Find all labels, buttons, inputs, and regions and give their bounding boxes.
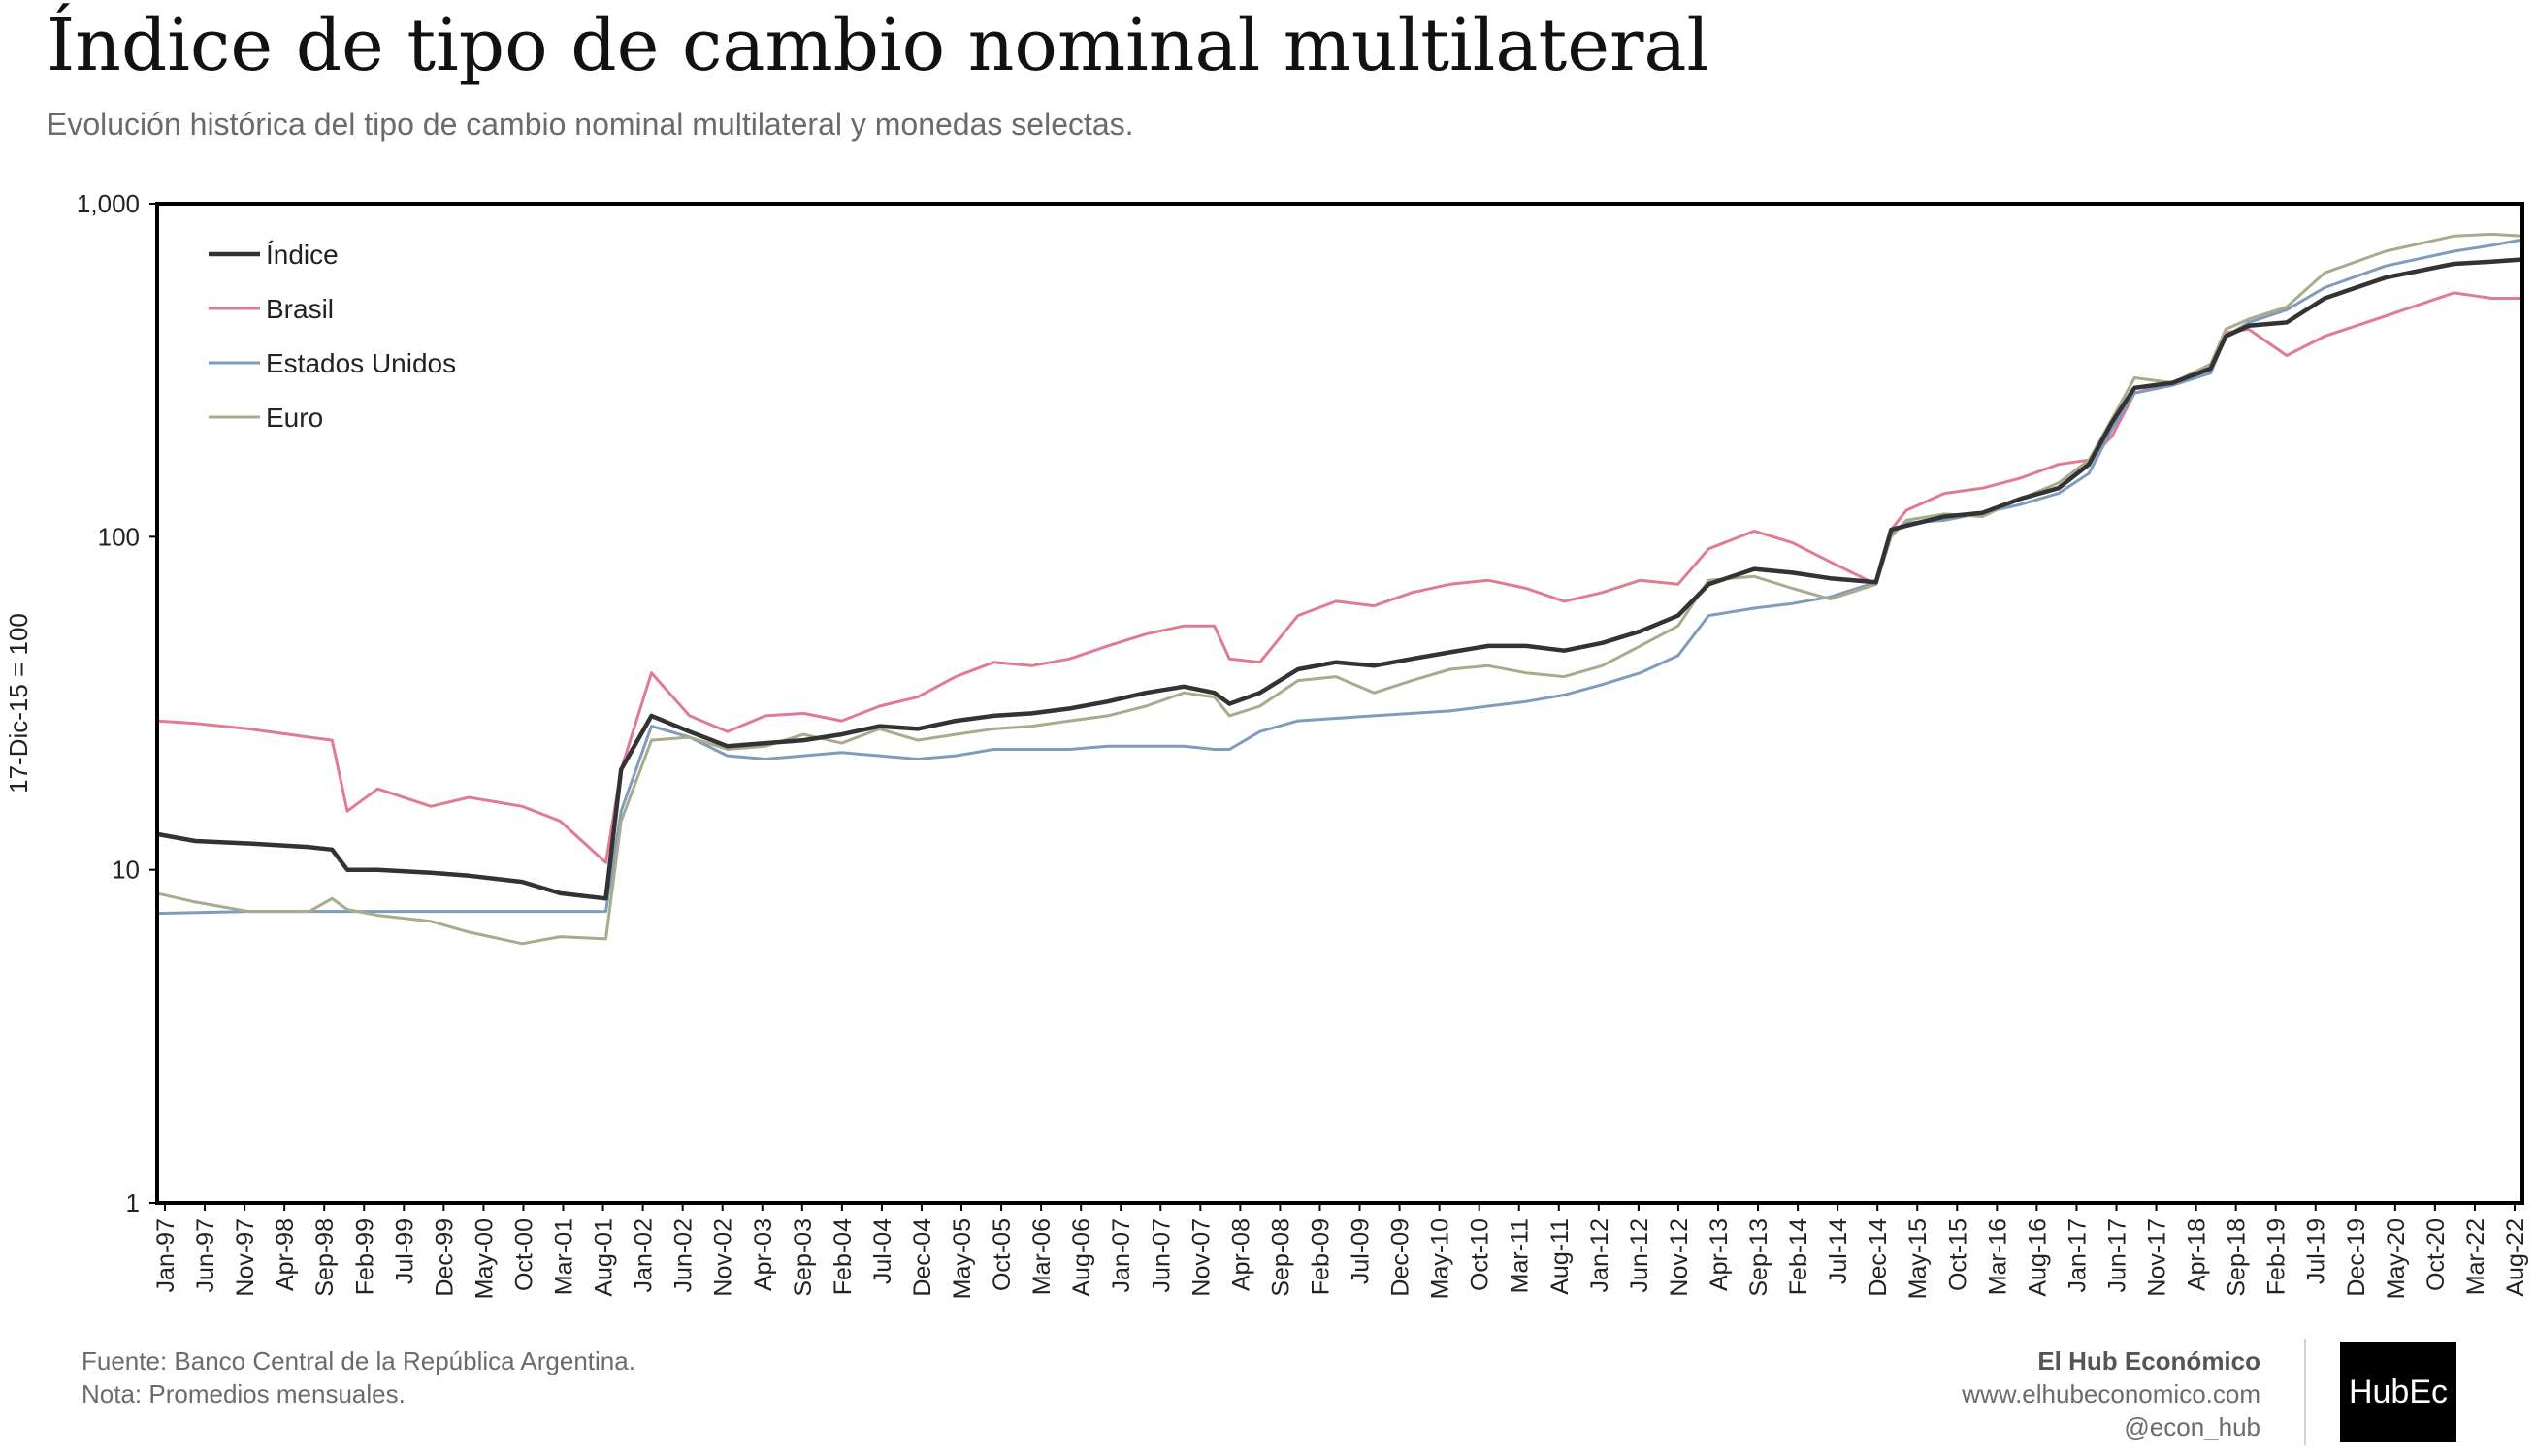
social-handle[interactable]: @econ_hub bbox=[2124, 1412, 2260, 1441]
x-tick-label: Oct-00 bbox=[511, 1218, 538, 1291]
x-tick-label: Sep-13 bbox=[1745, 1218, 1772, 1297]
x-tick-label: Feb-04 bbox=[829, 1218, 857, 1295]
x-axis: Jan-97 Jun-97 Nov-97 Apr-98 Sep-98 Feb-99 Jul-… bbox=[152, 1203, 2529, 1299]
x-tick-label: Feb-99 bbox=[351, 1218, 378, 1295]
x-tick-label: Aug-11 bbox=[1546, 1218, 1574, 1295]
footer-divider bbox=[2304, 1339, 2306, 1445]
x-tick-label: Mar-22 bbox=[2462, 1218, 2489, 1295]
x-tick-label: Dec-14 bbox=[1865, 1218, 1892, 1297]
series-layer bbox=[156, 232, 2523, 946]
x-tick-label: Mar-11 bbox=[1507, 1218, 1534, 1293]
method-note: Nota: Promedios mensuales. bbox=[81, 1379, 406, 1408]
x-tick-label: Jan-07 bbox=[1108, 1218, 1135, 1292]
series-line-brasil bbox=[156, 291, 2522, 864]
series-line-eeuu bbox=[156, 238, 2523, 916]
legend-label-eeuu: Estados Unidos bbox=[266, 348, 456, 378]
x-tick-label: Jun-07 bbox=[1148, 1218, 1175, 1292]
hubec-logo: HubEc bbox=[2340, 1342, 2456, 1442]
x-tick-label: Jul-19 bbox=[2303, 1218, 2330, 1284]
x-tick-label: Mar-16 bbox=[1984, 1218, 2011, 1295]
x-tick-label: May-20 bbox=[2383, 1218, 2410, 1299]
page-subtitle: Evolución histórica del tipo de cambio n… bbox=[47, 107, 1134, 142]
y-axis: 1 10 100 1,000 bbox=[77, 189, 157, 1217]
x-tick-label: Jan-12 bbox=[1586, 1218, 1613, 1292]
x-tick-label: Apr-03 bbox=[750, 1218, 777, 1291]
x-tick-label: May-05 bbox=[949, 1218, 976, 1299]
x-tick-label: Jan-17 bbox=[2064, 1218, 2091, 1292]
x-tick-label: Oct-05 bbox=[989, 1218, 1016, 1291]
x-tick-label: Jul-09 bbox=[1348, 1218, 1375, 1284]
brand-name: El Hub Económico bbox=[2037, 1346, 2260, 1375]
footer-notes: Fuente: Banco Central de la República Ar… bbox=[81, 1344, 635, 1410]
x-tick-label: Dec-09 bbox=[1387, 1218, 1414, 1297]
legend-label-euro: Euro bbox=[266, 403, 323, 433]
y-tick-label: 100 bbox=[98, 522, 140, 551]
x-tick-label: Apr-98 bbox=[272, 1218, 299, 1291]
x-tick-label: Jan-97 bbox=[152, 1218, 179, 1292]
x-tick-label: Jul-04 bbox=[869, 1218, 896, 1284]
legend: Índice Brasil Estados Unidos Euro bbox=[209, 240, 456, 433]
website-link[interactable]: www.elhubeconomico.com bbox=[1962, 1379, 2260, 1408]
source-note: Fuente: Banco Central de la República Ar… bbox=[81, 1346, 635, 1375]
x-tick-label: Jul-14 bbox=[1825, 1218, 1852, 1284]
plot-frame bbox=[155, 202, 2524, 1205]
x-tick-label: Jan-02 bbox=[631, 1218, 658, 1292]
y-tick-label: 1,000 bbox=[77, 189, 140, 218]
legend-label-indice: Índice bbox=[266, 240, 339, 270]
x-tick-label: May-00 bbox=[471, 1218, 498, 1299]
x-tick-label: Apr-08 bbox=[1227, 1218, 1254, 1291]
x-tick-label: Oct-15 bbox=[1944, 1218, 1971, 1291]
legend-label-brasil: Brasil bbox=[266, 294, 334, 324]
x-tick-label: Jun-97 bbox=[192, 1218, 219, 1292]
x-tick-label: Oct-20 bbox=[2422, 1218, 2450, 1291]
x-tick-label: Aug-01 bbox=[591, 1218, 618, 1297]
x-tick-label: Nov-02 bbox=[710, 1218, 737, 1297]
x-tick-label: Sep-08 bbox=[1267, 1218, 1294, 1297]
x-tick-label: Sep-18 bbox=[2224, 1218, 2251, 1297]
x-tick-label: Nov-17 bbox=[2144, 1218, 2171, 1297]
x-tick-label: Jul-99 bbox=[391, 1218, 418, 1284]
x-tick-label: Feb-19 bbox=[2263, 1218, 2291, 1295]
x-tick-label: Aug-06 bbox=[1068, 1218, 1095, 1297]
x-tick-label: Nov-12 bbox=[1666, 1218, 1693, 1297]
x-tick-label: Nov-07 bbox=[1187, 1218, 1215, 1297]
x-tick-label: Sep-03 bbox=[790, 1218, 817, 1297]
x-tick-label: Jun-12 bbox=[1626, 1218, 1653, 1292]
x-tick-label: May-10 bbox=[1427, 1218, 1454, 1299]
x-tick-label: Aug-16 bbox=[2024, 1218, 2051, 1297]
x-tick-label: Feb-14 bbox=[1785, 1218, 1812, 1295]
y-tick-label: 1 bbox=[126, 1188, 140, 1217]
x-tick-label: Nov-97 bbox=[232, 1218, 259, 1297]
x-tick-label: Dec-99 bbox=[431, 1218, 458, 1297]
x-tick-label: Aug-22 bbox=[2502, 1218, 2529, 1297]
y-axis-label: 17-Dic-15 = 100 bbox=[4, 613, 33, 793]
x-tick-label: May-15 bbox=[1904, 1218, 1932, 1299]
x-tick-label: Mar-01 bbox=[551, 1218, 578, 1295]
x-tick-label: Jun-17 bbox=[2104, 1218, 2131, 1292]
x-tick-label: Feb-09 bbox=[1308, 1218, 1335, 1295]
x-tick-label: Dec-04 bbox=[909, 1218, 936, 1297]
line-chart: 1 10 100 1,000 Jan-97 Jun-97 Nov-97 Apr-98 Sep-… bbox=[4, 189, 2529, 1299]
x-tick-label: Mar-06 bbox=[1028, 1218, 1056, 1295]
x-tick-label: Oct-10 bbox=[1467, 1218, 1494, 1291]
x-tick-label: Sep-98 bbox=[311, 1218, 339, 1297]
x-tick-label: Apr-13 bbox=[1706, 1218, 1733, 1291]
x-tick-label: Jun-02 bbox=[670, 1218, 698, 1292]
page-title: Índice de tipo de cambio nominal multila… bbox=[47, 4, 1710, 87]
x-tick-label: Dec-19 bbox=[2343, 1218, 2370, 1297]
series-line-indice bbox=[156, 257, 2523, 901]
y-tick-label: 10 bbox=[112, 856, 140, 885]
x-tick-label: Apr-18 bbox=[2184, 1218, 2211, 1291]
footer-brand: El Hub Económico www.elhubeconomico.com … bbox=[1962, 1344, 2260, 1443]
series-line-euro bbox=[156, 232, 2523, 946]
